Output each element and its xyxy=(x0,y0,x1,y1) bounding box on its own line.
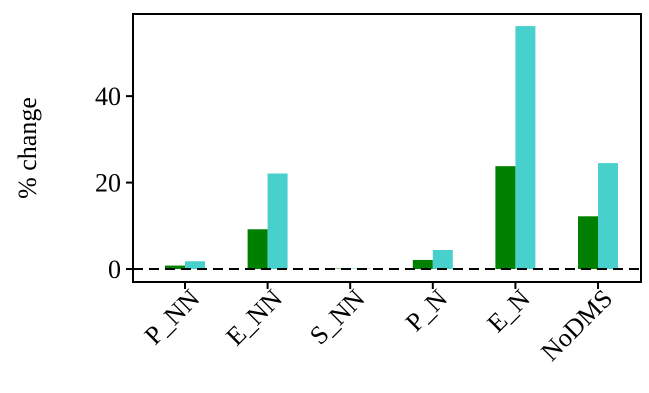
x-tick-label: NoDMS xyxy=(535,284,618,367)
y-tick-label: 0 xyxy=(108,255,121,284)
x-tick-label: E_NN xyxy=(220,284,288,352)
y-tick-label: 20 xyxy=(95,169,121,198)
bar-series2-e-nn xyxy=(267,173,288,270)
x-axis: P_NN E_NN S_NN P_N E_N NoDMS xyxy=(139,282,618,367)
bar-series1-nodms xyxy=(578,216,598,270)
x-tick-label: P_NN xyxy=(139,284,206,351)
bars xyxy=(165,26,618,270)
bar-series2-e-n xyxy=(515,26,536,270)
y-axis: 0 20 40 xyxy=(95,82,133,284)
x-tick-label: P_N xyxy=(400,284,453,337)
x-tick-label: S_NN xyxy=(304,284,371,351)
bar-series1-p-nn xyxy=(165,265,185,270)
bar-series2-nodms xyxy=(598,163,618,270)
bar-series1-e-nn xyxy=(247,229,268,270)
y-tick-label: 40 xyxy=(95,82,121,111)
bar-series1-e-n xyxy=(495,166,516,270)
x-tick-label: E_N xyxy=(481,284,535,338)
bar-series1-p-n xyxy=(412,259,433,270)
bar-series2-p-n xyxy=(432,250,453,270)
plot-frame xyxy=(132,13,642,283)
bar-series2-p-nn xyxy=(185,261,205,270)
y-axis-label: % change xyxy=(13,97,42,199)
